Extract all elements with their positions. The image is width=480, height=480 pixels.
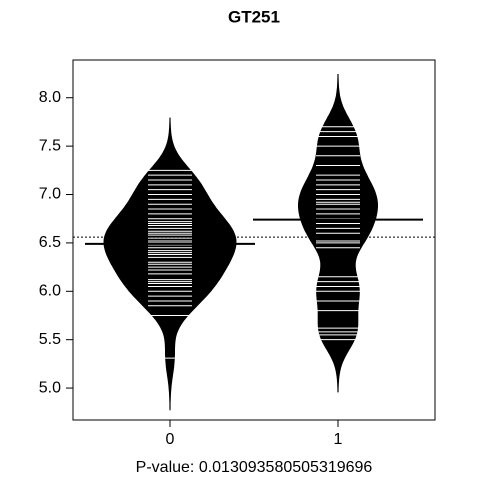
y-tick-label: 6.0: [39, 283, 61, 300]
y-tick-label: 5.0: [39, 379, 61, 396]
x-tick-label: 0: [166, 431, 175, 448]
plot-frame: [72, 59, 436, 421]
x-tick-label: 1: [334, 431, 343, 448]
x-axis-label: P-value: 0.013093580505319696: [136, 459, 373, 476]
y-tick-label: 7.0: [39, 186, 61, 203]
y-tick-label: 8.0: [39, 89, 61, 106]
chart-title: GT251: [228, 7, 280, 26]
y-tick-label: 7.5: [39, 137, 61, 154]
y-tick-label: 6.5: [39, 234, 61, 251]
y-tick-label: 5.5: [39, 331, 61, 348]
